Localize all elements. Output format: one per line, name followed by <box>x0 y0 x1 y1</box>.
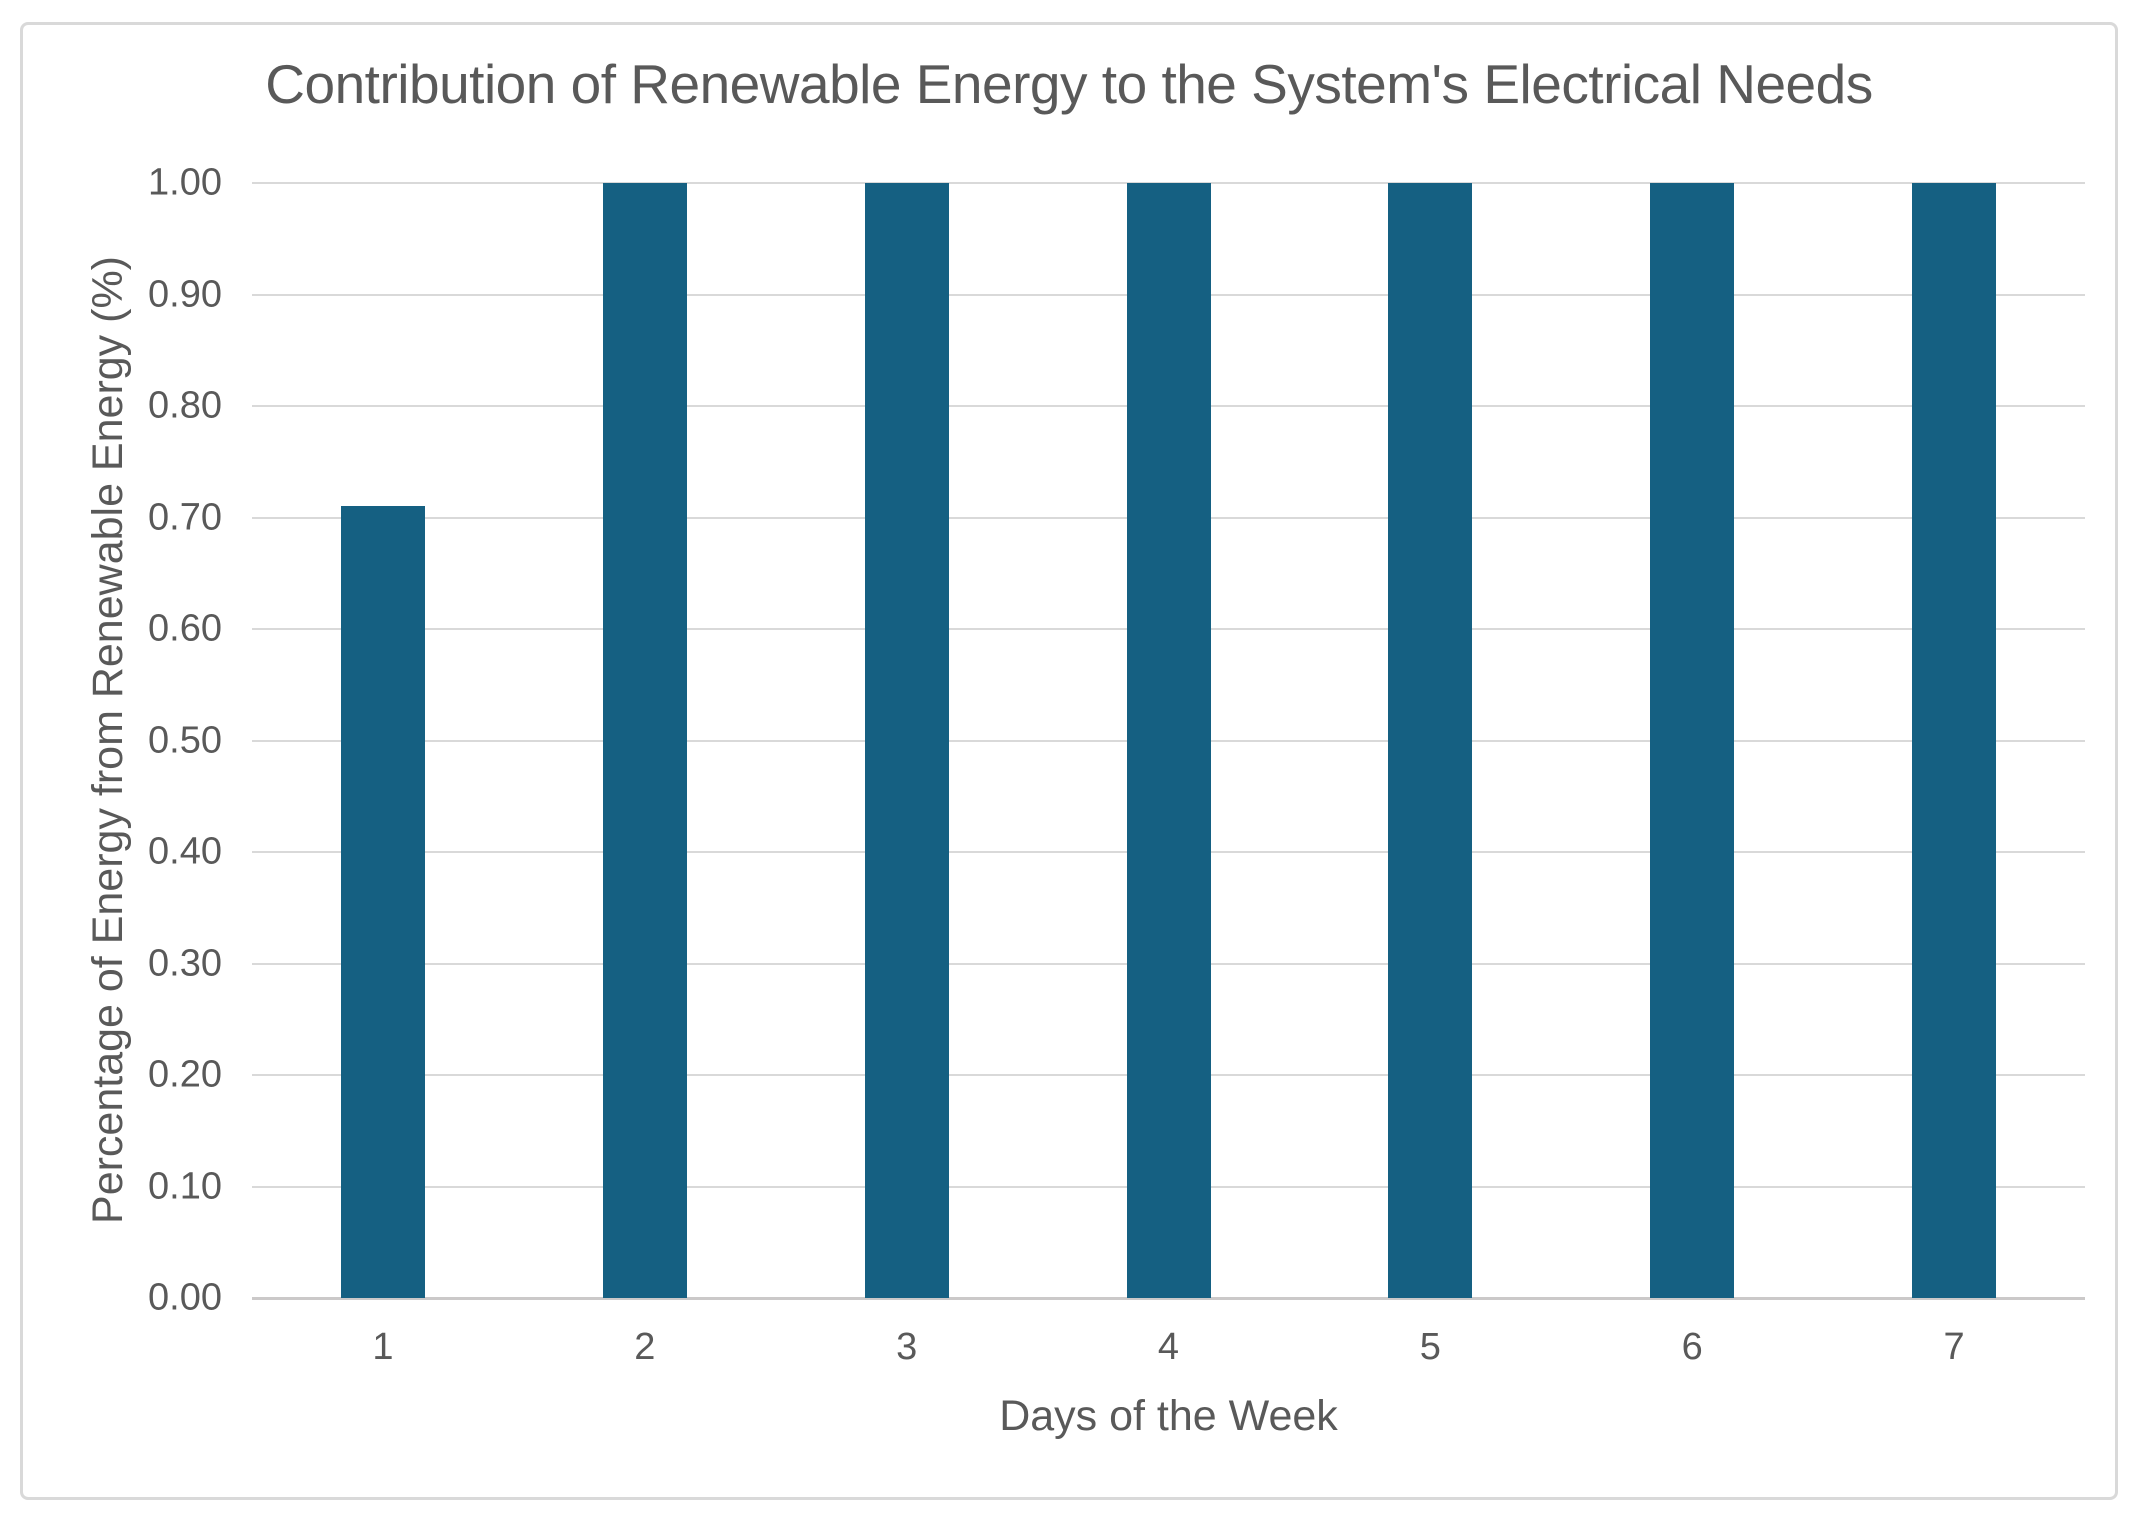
y-tick-label: 0.40 <box>148 830 222 873</box>
y-tick-label: 0.30 <box>148 942 222 984</box>
y-tick-label: 0.20 <box>148 1053 222 1096</box>
x-tick-label: 6 <box>1681 1326 1703 1368</box>
x-tick-label: 1 <box>372 1326 394 1368</box>
y-tick-label: 0.10 <box>148 1165 222 1207</box>
bar-day-7 <box>1912 183 1997 1298</box>
x-tick-label: 2 <box>634 1326 656 1368</box>
bar-day-3 <box>864 183 949 1298</box>
y-tick-label: 1.00 <box>148 161 222 204</box>
x-tick-label: 5 <box>1419 1326 1441 1368</box>
y-tick-label: 0.50 <box>148 719 222 761</box>
chart-title: Contribution of Renewable Energy to the … <box>265 53 1873 115</box>
x-tick-label: 4 <box>1157 1326 1180 1368</box>
plot-area <box>252 182 2085 1300</box>
bar-day-6 <box>1650 183 1735 1298</box>
bar-day-2 <box>602 183 687 1298</box>
x-axis-title: Days of the Week <box>999 1392 1338 1440</box>
x-tick-label: 3 <box>896 1326 918 1368</box>
x-tick-label: 7 <box>1943 1326 1965 1368</box>
bar-day-4 <box>1126 183 1211 1298</box>
y-tick-label: 0.00 <box>148 1276 222 1319</box>
y-tick-label: 0.60 <box>148 607 222 650</box>
bar-day-1 <box>340 506 425 1298</box>
y-axis-title-text: Percentage of Energy from Renewable Ener… <box>83 256 132 1224</box>
y-tick-label: 0.90 <box>148 273 222 315</box>
y-tick-label: 0.80 <box>148 384 222 427</box>
bar-day-5 <box>1388 183 1473 1298</box>
x-axis-line <box>252 1297 2085 1300</box>
y-tick-label: 0.70 <box>148 496 222 538</box>
